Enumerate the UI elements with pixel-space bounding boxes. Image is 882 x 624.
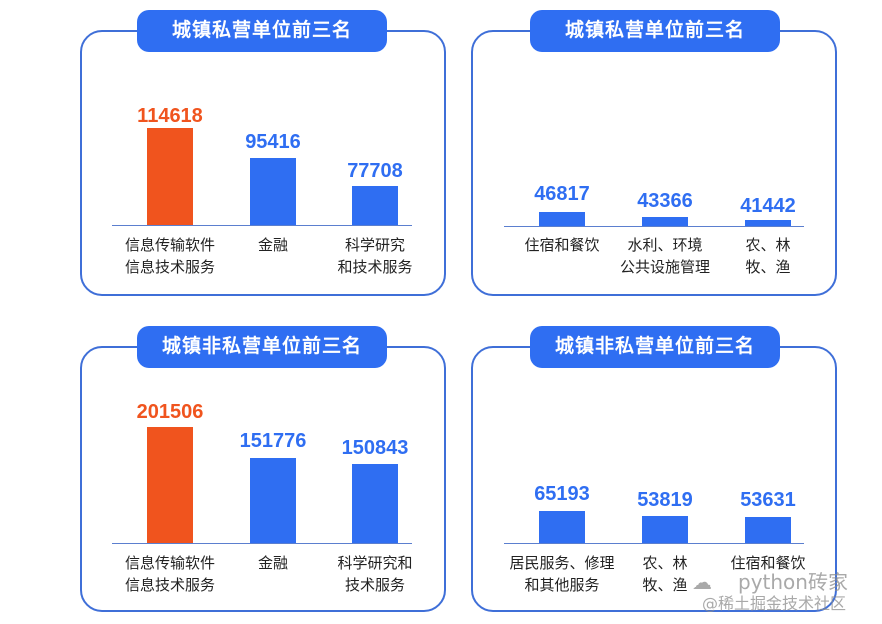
bar-highlight: [147, 427, 193, 543]
value-label: 65193: [534, 483, 590, 505]
x-axis-baseline: [504, 226, 804, 227]
category-label: 科学研究 和技术服务: [337, 236, 413, 276]
category-label: 农、林 牧、渔: [642, 554, 688, 594]
panel-title: 城镇非私营单位前三名: [137, 326, 387, 368]
bar: [352, 464, 398, 543]
value-label: 151776: [239, 430, 307, 452]
value-label: 43366: [637, 190, 693, 212]
category-label: 水利、环境 公共设施管理: [619, 236, 710, 276]
value-label: 201506: [136, 401, 204, 423]
value-label: 53819: [637, 489, 693, 511]
bar: [352, 186, 398, 225]
category-label: 住宿和餐饮: [524, 236, 600, 254]
category-label: 信息传输软件 信息技术服务: [124, 554, 215, 594]
bar: [250, 158, 296, 225]
category-label: 金融: [257, 236, 288, 254]
bar: [745, 220, 791, 226]
bar: [539, 511, 585, 543]
watermark-wechat-icon: ☁: [692, 570, 712, 594]
value-label: 41442: [740, 195, 796, 217]
x-axis-baseline: [112, 543, 412, 544]
category-label: 信息传输软件 信息技术服务: [124, 236, 215, 276]
value-label: 114618: [137, 105, 203, 127]
value-label: 77708: [347, 160, 403, 182]
category-label: 金融: [257, 554, 288, 572]
chart-panel-nonprivate-bottom-right: [471, 346, 837, 612]
panel-title: 城镇私营单位前三名: [530, 10, 780, 52]
bar-highlight: [147, 128, 193, 225]
bar: [642, 217, 688, 226]
bar: [642, 516, 688, 543]
category-label: 居民服务、修理 和其他服务: [509, 554, 615, 594]
category-label: 科学研究和 技术服务: [337, 554, 413, 594]
category-label: 农、林 牧、渔: [745, 236, 791, 276]
watermark-line2: @稀土掘金技术社区: [702, 594, 847, 613]
panel-title: 城镇私营单位前三名: [137, 10, 387, 52]
watermark-line1: python砖家: [738, 570, 848, 594]
value-label: 150843: [341, 437, 409, 459]
x-axis-baseline: [504, 543, 804, 544]
category-label: 住宿和餐饮: [730, 554, 806, 572]
bar: [250, 458, 296, 543]
value-label: 95416: [245, 131, 301, 153]
value-label: 46817: [534, 183, 590, 205]
value-label: 53631: [740, 489, 796, 511]
bar: [539, 212, 585, 226]
panel-title: 城镇非私营单位前三名: [530, 326, 780, 368]
bar: [745, 517, 791, 543]
x-axis-baseline: [112, 225, 412, 226]
